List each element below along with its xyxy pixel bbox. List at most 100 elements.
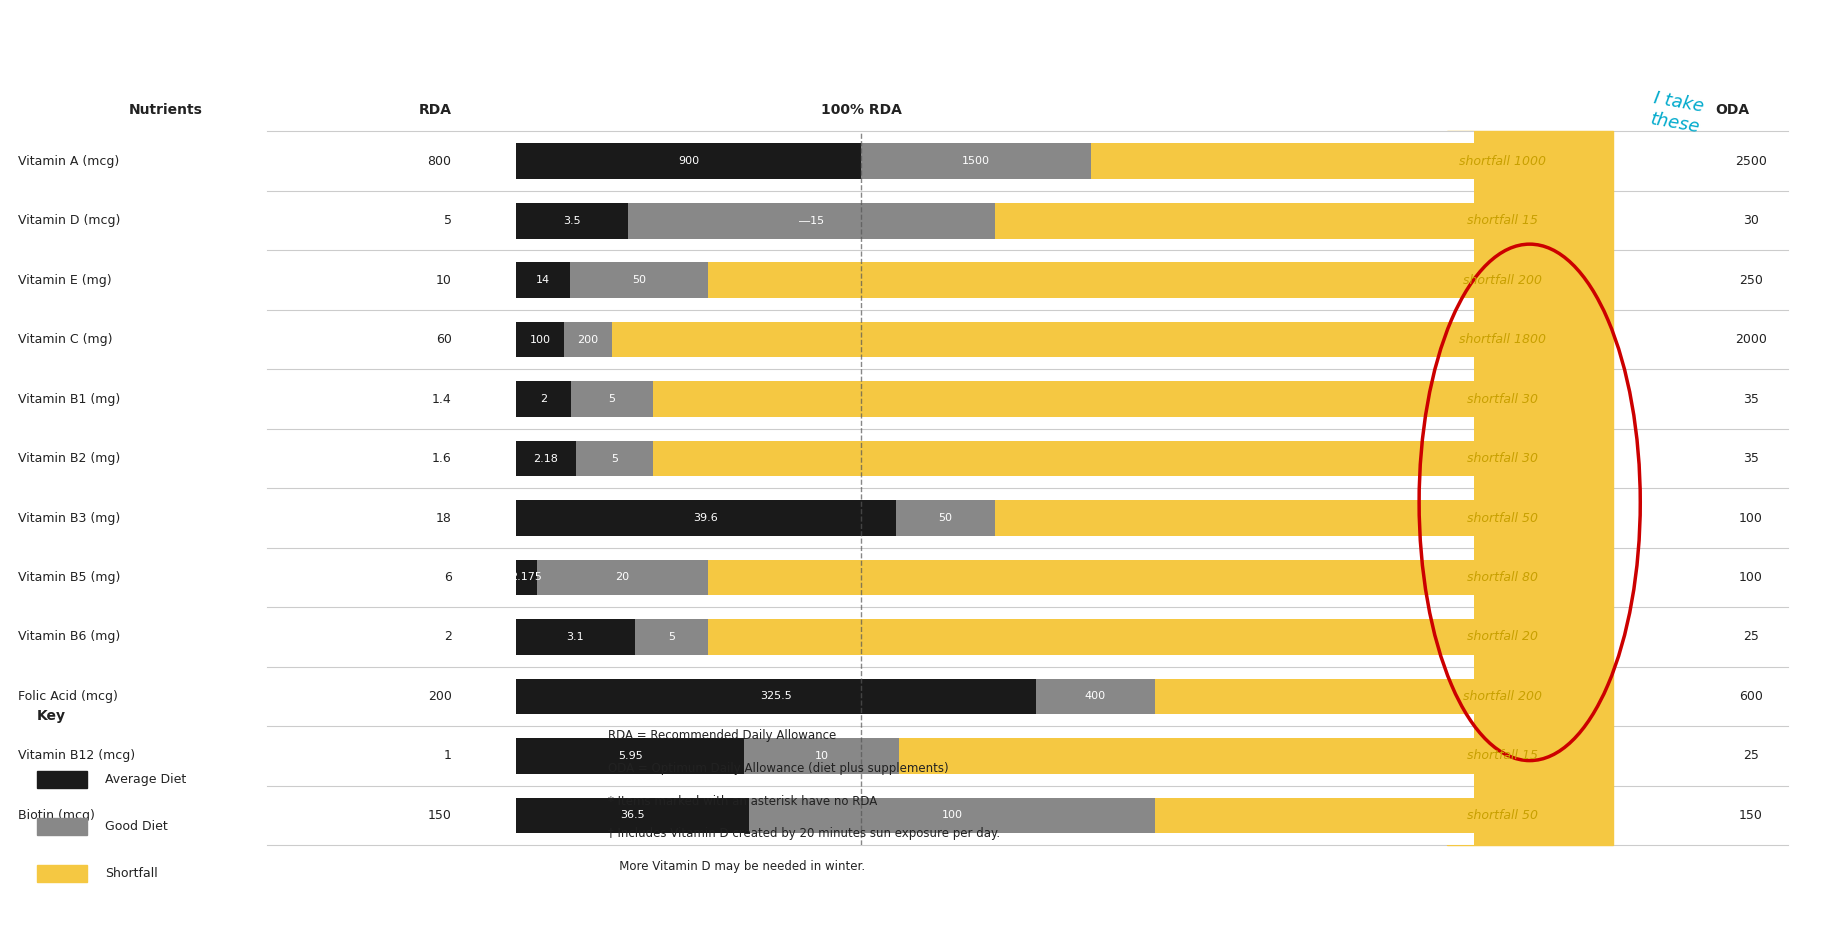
Bar [995,500,1474,536]
Text: 200: 200 [428,690,452,703]
Text: 2000: 2000 [1734,333,1767,346]
Text: 3.1: 3.1 [566,632,584,642]
Bar [652,381,1474,417]
Text: 14: 14 [536,275,549,285]
Text: RDA = Recommended Daily Allowance: RDA = Recommended Daily Allowance [608,729,837,742]
Bar [995,203,1474,239]
Text: 25: 25 [1743,630,1758,643]
Text: shortfall 20: shortfall 20 [1467,630,1537,643]
Text: 10: 10 [815,751,829,761]
Text: 5: 5 [444,214,452,227]
Bar [708,560,1474,595]
Bar [708,619,1474,654]
Text: ―15: ―15 [800,216,824,225]
Bar [861,144,1091,179]
Bar [516,679,1036,715]
Text: 100: 100 [529,334,551,345]
Bar [516,203,628,239]
Text: 600: 600 [1740,690,1762,703]
Bar [708,262,1474,298]
Text: Vitamin D (mcg): Vitamin D (mcg) [18,214,122,227]
Text: 100% RDA: 100% RDA [820,103,901,117]
Bar [516,322,564,358]
Text: shortfall 30: shortfall 30 [1467,452,1537,465]
Text: 50: 50 [632,275,645,285]
Bar [1036,679,1156,715]
Text: 100: 100 [1740,571,1762,584]
Text: 10: 10 [435,273,452,286]
Text: 1.4: 1.4 [431,393,452,406]
Text: 3.5: 3.5 [564,216,581,225]
Bar [745,738,899,774]
Text: 6: 6 [444,571,452,584]
Text: 18: 18 [435,512,452,525]
Text: More Vitamin D may be needed in winter.: More Vitamin D may be needed in winter. [608,860,866,873]
Text: Folic Acid (mcg): Folic Acid (mcg) [18,690,118,703]
Bar [634,619,708,654]
Text: 30: 30 [1743,214,1758,227]
Bar [516,560,536,595]
Text: 2.18: 2.18 [533,454,558,464]
Text: shortfall 1000: shortfall 1000 [1458,155,1546,168]
Text: 39.6: 39.6 [693,513,719,523]
Text: 1.6: 1.6 [431,452,452,465]
Text: 325.5: 325.5 [759,691,792,701]
Text: 900: 900 [678,156,698,166]
Text: 1500: 1500 [962,156,990,166]
Text: 2: 2 [444,630,452,643]
Text: shortfall 15: shortfall 15 [1467,214,1537,227]
Text: Key: Key [37,709,66,723]
Bar [536,560,708,595]
Text: Biotin (mcg): Biotin (mcg) [18,808,96,822]
Text: 150: 150 [428,808,452,822]
Bar [652,440,1474,476]
Text: shortfall 80: shortfall 80 [1467,571,1537,584]
Text: Nutrients: Nutrients [129,103,203,117]
Bar [516,797,750,833]
Bar [571,381,652,417]
Text: 800: 800 [428,155,452,168]
Text: 35: 35 [1743,393,1758,406]
Text: 250: 250 [1740,273,1762,286]
Bar [516,262,569,298]
Bar [575,440,652,476]
Bar [516,144,861,179]
Text: Vitamin B5 (mg): Vitamin B5 (mg) [18,571,122,584]
Text: 60: 60 [435,333,452,346]
Text: Vitamin C (mg): Vitamin C (mg) [18,333,112,346]
Text: Vitamin B3 (mg): Vitamin B3 (mg) [18,512,120,525]
Bar [1091,144,1474,179]
Text: shortfall 200: shortfall 200 [1463,690,1541,703]
Text: Average Diet: Average Diet [105,773,186,786]
Text: 25: 25 [1743,749,1758,762]
Bar [516,440,575,476]
Text: 150: 150 [1740,808,1762,822]
Text: 100: 100 [942,810,962,821]
Bar [612,322,1474,358]
Bar [516,381,571,417]
Text: RDA: RDA [418,103,452,117]
Bar [899,738,1474,774]
Text: Good Diet: Good Diet [105,820,168,833]
Text: shortfall 30: shortfall 30 [1467,393,1537,406]
Text: shortfall 50: shortfall 50 [1467,808,1537,822]
Text: 5: 5 [608,394,616,404]
Text: 5.95: 5.95 [617,751,643,761]
Text: 1: 1 [444,749,452,762]
Text: shortfall 50: shortfall 50 [1467,512,1537,525]
Text: 2.175: 2.175 [511,573,542,582]
Text: † Includes Vitamin D created by 20 minutes sun exposure per day.: † Includes Vitamin D created by 20 minut… [608,827,1001,840]
Bar [516,738,745,774]
Text: 2: 2 [540,394,547,404]
Bar [516,619,634,654]
Text: Vitamin A (mcg): Vitamin A (mcg) [18,155,120,168]
Text: 5: 5 [610,454,617,464]
Bar [516,500,896,536]
Text: ODA: ODA [1716,103,1749,117]
Text: 20: 20 [616,573,628,582]
Text: Vitamin B1 (mg): Vitamin B1 (mg) [18,393,120,406]
Text: 400: 400 [1086,691,1106,701]
Text: Shortfall: Shortfall [105,867,158,880]
Text: I take
these: I take these [1649,89,1705,136]
Text: Vitamin B6 (mg): Vitamin B6 (mg) [18,630,120,643]
